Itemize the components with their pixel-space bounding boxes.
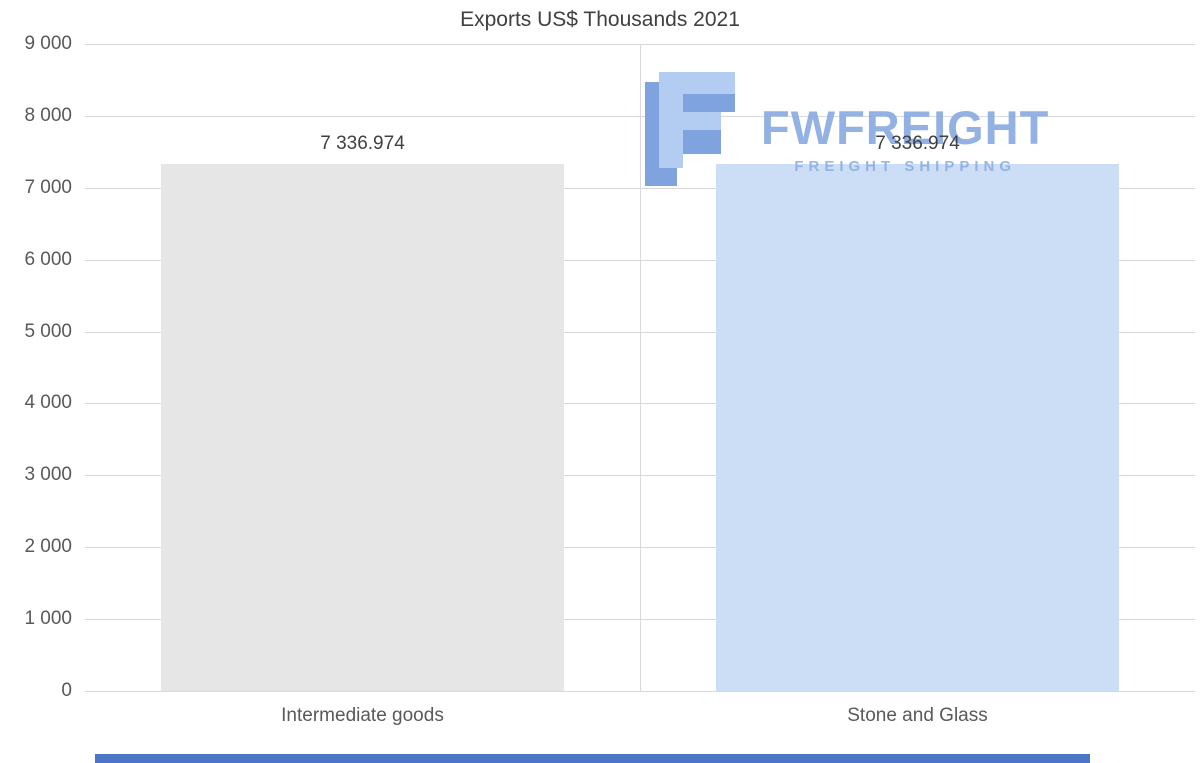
y-axis-tick-label: 7 000 bbox=[24, 176, 72, 198]
bar bbox=[716, 163, 1119, 691]
y-axis-tick-label: 5 000 bbox=[24, 320, 72, 342]
x-axis-category-label: Stone and Glass bbox=[847, 705, 988, 726]
gridline bbox=[85, 691, 1195, 692]
plot-area: 7 336.974 7 336.974 bbox=[85, 44, 1195, 692]
category-separator-line bbox=[640, 44, 641, 691]
bar-group-stone-and-glass: 7 336.974 bbox=[640, 44, 1195, 691]
y-axis-tick-label: 6 000 bbox=[24, 248, 72, 270]
y-axis: 9 000 8 000 7 000 6 000 5 000 4 000 3 00… bbox=[0, 33, 72, 701]
bar-value-label: 7 336.974 bbox=[320, 132, 405, 154]
bar-value-label: 7 336.974 bbox=[875, 132, 960, 154]
y-axis-tick-label: 4 000 bbox=[24, 392, 72, 414]
y-axis-tick-label: 9 000 bbox=[24, 33, 72, 54]
x-axis-category-label: Intermediate goods bbox=[281, 705, 444, 726]
bar bbox=[161, 163, 564, 691]
chart-title: Exports US$ Thousands 2021 bbox=[460, 8, 740, 31]
y-axis-tick-label: 1 000 bbox=[24, 608, 72, 630]
y-axis-tick-label: 8 000 bbox=[24, 104, 72, 126]
x-axis: Intermediate goods Stone and Glass bbox=[85, 695, 1195, 727]
y-axis-tick-label: 2 000 bbox=[24, 536, 72, 558]
y-axis-tick-label: 0 bbox=[61, 680, 72, 701]
y-axis-tick-label: 3 000 bbox=[24, 464, 72, 486]
bar-group-intermediate-goods: 7 336.974 bbox=[85, 44, 640, 691]
bottom-blue-strip bbox=[95, 754, 1090, 763]
